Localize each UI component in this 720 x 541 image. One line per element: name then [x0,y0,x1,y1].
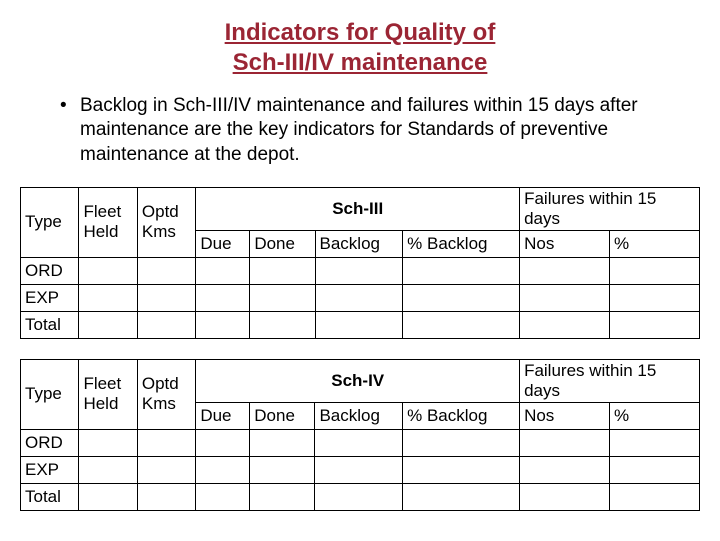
cell [137,257,195,284]
cell [137,284,195,311]
hdr-due: Due [196,230,250,257]
cell [520,311,610,338]
hdr-pct: % [610,230,700,257]
cell [520,456,610,483]
cell [315,483,403,510]
hdr-type: Type [21,359,79,429]
hdr-nos: Nos [520,230,610,257]
cell [403,456,520,483]
cell [79,456,137,483]
cell [403,257,520,284]
hdr-backlog: Backlog [315,402,403,429]
cell [403,483,520,510]
cell [609,429,699,456]
hdr-done: Done [250,230,315,257]
table-header-row-1: Type Fleet Held Optd Kms Sch-IV Failures… [21,359,700,402]
hdr-sch-label: Sch-IV [196,359,520,402]
title-line-1: Indicators for Quality of [225,19,496,46]
cell [137,456,195,483]
hdr-optd: Optd Kms [137,187,195,257]
cell-type: EXP [21,284,79,311]
table-row: Total [21,311,700,338]
table-row: ORD [21,429,700,456]
cell [315,311,403,338]
cell [315,284,403,311]
cell [79,257,137,284]
cell [79,311,137,338]
cell [196,257,250,284]
hdr-due: Due [196,402,250,429]
cell [610,257,700,284]
hdr-failures: Failures within 15 days [520,359,700,402]
cell-type: Total [21,311,79,338]
cell [250,284,315,311]
cell [196,284,250,311]
hdr-failures: Failures within 15 days [520,187,700,230]
table-row: EXP [21,456,700,483]
cell [250,483,315,510]
cell [610,311,700,338]
slide: Indicators for Quality of Sch-III/IV mai… [0,0,720,541]
cell [196,483,250,510]
table-row: ORD [21,257,700,284]
hdr-sch-label: Sch-III [196,187,520,230]
bullet-text: Backlog in Sch-III/IV maintenance and fa… [80,94,680,167]
cell [79,284,137,311]
cell [196,311,250,338]
title-line-2: Sch-III/IV maintenance [233,49,488,76]
hdr-done: Done [250,402,315,429]
cell [315,257,403,284]
cell [250,456,315,483]
hdr-fleet: Fleet Held [79,187,137,257]
cell-type: ORD [21,257,79,284]
cell-type: EXP [21,456,79,483]
cell [520,257,610,284]
cell [403,429,520,456]
cell [610,284,700,311]
cell [250,311,315,338]
bullet-dot-icon: • [60,94,80,118]
hdr-pct: % [609,402,699,429]
cell [520,284,610,311]
hdr-pct-backlog: % Backlog [403,402,520,429]
cell [250,257,315,284]
cell-type: Total [21,483,79,510]
cell [79,483,137,510]
hdr-fleet: Fleet Held [79,359,137,429]
table-sch-iv: Type Fleet Held Optd Kms Sch-IV Failures… [20,359,700,511]
bullet-item: • Backlog in Sch-III/IV maintenance and … [60,94,680,167]
cell [609,456,699,483]
cell [315,429,403,456]
cell [196,456,250,483]
cell [609,483,699,510]
hdr-type: Type [21,187,79,257]
cell [79,429,137,456]
cell [520,429,610,456]
bullet-list: • Backlog in Sch-III/IV maintenance and … [60,94,680,167]
cell [137,311,195,338]
cell [137,483,195,510]
hdr-nos: Nos [520,402,610,429]
hdr-pct-backlog: % Backlog [403,230,520,257]
cell [403,311,520,338]
cell [250,429,315,456]
table-row: EXP [21,284,700,311]
hdr-optd: Optd Kms [137,359,195,429]
table-sch-iii: Type Fleet Held Optd Kms Sch-III Failure… [20,187,700,339]
table-header-row-1: Type Fleet Held Optd Kms Sch-III Failure… [21,187,700,230]
cell [315,456,403,483]
cell [137,429,195,456]
table-row: Total [21,483,700,510]
cell [196,429,250,456]
cell [403,284,520,311]
slide-title: Indicators for Quality of Sch-III/IV mai… [20,18,700,78]
cell [520,483,610,510]
cell-type: ORD [21,429,79,456]
hdr-backlog: Backlog [315,230,403,257]
